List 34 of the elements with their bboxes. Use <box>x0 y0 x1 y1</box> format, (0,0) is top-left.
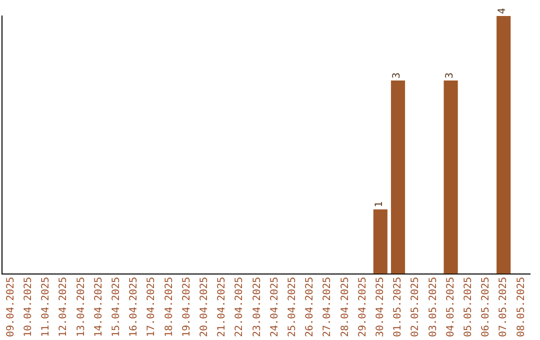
x-tick-label: 04.05.2025 <box>445 276 456 338</box>
x-tick-label: 24.04.2025 <box>269 276 280 338</box>
x-tick-label: 03.05.2025 <box>428 276 439 338</box>
x-tick-label: 08.05.2025 <box>516 276 527 338</box>
data-label: 3 <box>392 72 403 78</box>
x-tick-label: 06.05.2025 <box>480 276 492 338</box>
x-tick-label: 22.04.2025 <box>234 276 246 338</box>
data-label: 1 <box>374 201 385 208</box>
x-tick-label: 18.04.2025 <box>164 276 175 338</box>
x-tick-label: 19.04.2025 <box>181 276 192 338</box>
x-tick-label: 05.05.2025 <box>462 276 474 338</box>
x-tick-label: 15.04.2025 <box>110 276 122 338</box>
x-tick-label: 01.05.2025 <box>392 276 404 338</box>
data-label: 4 <box>497 8 508 14</box>
x-tick-label: 30.04.2025 <box>374 276 386 338</box>
x-tick-label: 07.05.2025 <box>498 276 510 338</box>
x-tick-label: 21.04.2025 <box>216 276 228 338</box>
x-tick-label: 11.04.2025 <box>40 276 52 338</box>
x-tick-label: 14.04.2025 <box>93 276 104 338</box>
x-tick-label: 12.04.2025 <box>58 276 70 338</box>
x-tick-label: 29.04.2025 <box>357 276 368 338</box>
x-tick-label: 20.04.2025 <box>198 276 210 338</box>
x-tick-label: 27.04.2025 <box>322 276 334 338</box>
x-tick-label: 09.04.2025 <box>5 276 16 338</box>
x-tick-label: 16.04.2025 <box>128 276 140 338</box>
x-tick-label: 28.04.2025 <box>340 276 351 338</box>
x-tick-label: 23.04.2025 <box>252 276 263 338</box>
x-tick-label: 13.04.2025 <box>76 276 87 338</box>
x-tick-label: 17.04.2025 <box>146 276 158 338</box>
x-tick-label: 10.04.2025 <box>22 276 34 338</box>
data-label: 3 <box>444 72 456 78</box>
x-tick-label: 26.04.2025 <box>304 276 316 338</box>
x-tick-label: 02.05.2025 <box>410 276 422 338</box>
x-tick-label: 25.04.2025 <box>286 276 298 338</box>
